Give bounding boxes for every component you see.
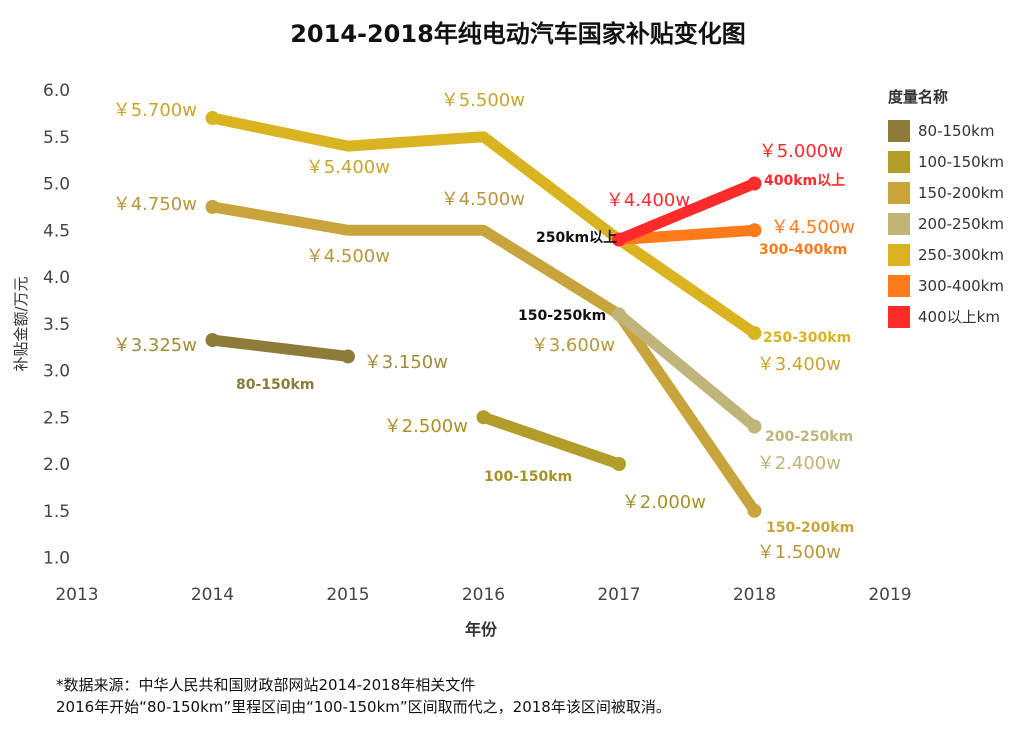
- series-line: [207, 334, 354, 362]
- data-labels: ￥5.700w ￥5.400w ￥5.500w ￥4.400w ￥5.000w ￥4.50…: [113, 90, 855, 563]
- value-label: ￥2.500w: [384, 416, 468, 437]
- legend-item: 400以上km: [888, 301, 1004, 332]
- data-point: [747, 176, 762, 191]
- series-line: [613, 178, 760, 246]
- value-label: ￥4.500w: [306, 246, 390, 267]
- data-point: [612, 457, 626, 471]
- value-label: ￥4.400w: [606, 190, 690, 211]
- value-label: ￥3.400w: [757, 354, 841, 375]
- legend-swatch: [888, 274, 910, 297]
- x-tick-label: 2014: [191, 585, 234, 605]
- legend-item: 150-200km: [888, 177, 1004, 208]
- series-annotation: 300-400km: [759, 242, 847, 258]
- legend-label: 400以上km: [918, 308, 1000, 326]
- legend-swatch: [888, 212, 910, 235]
- legend-swatch: [888, 119, 910, 142]
- value-label: ￥4.500w: [441, 189, 525, 210]
- y-tick-label: 5.0: [43, 175, 70, 195]
- series-annotation: 100-150km: [484, 469, 572, 485]
- y-tick-label: 4.5: [43, 221, 70, 241]
- series-line: [613, 224, 760, 246]
- series-line: [478, 411, 625, 470]
- data-point: [747, 326, 762, 341]
- legend-label: 100-150km: [918, 152, 1004, 171]
- legend-title: 度量名称: [888, 88, 949, 106]
- value-label: ￥2.400w: [757, 453, 841, 474]
- data-point: [747, 503, 762, 518]
- source-line-1: *数据来源：中华人民共和国财政部网站2014-2018年相关文件: [56, 676, 476, 694]
- legend-label: 200-250km: [918, 214, 1004, 233]
- series-line: [207, 201, 760, 517]
- data-point: [205, 333, 220, 348]
- y-tick-label: 6.0: [43, 81, 70, 101]
- legend-item: 200-250km: [888, 208, 1004, 239]
- y-tick-label: 5.5: [43, 128, 70, 148]
- data-point: [205, 111, 220, 126]
- x-tick-label: 2015: [326, 585, 369, 605]
- value-label: ￥5.500w: [441, 90, 525, 111]
- legend-item: 300-400km: [888, 270, 1004, 301]
- data-point: [341, 349, 355, 364]
- y-tick-label: 3.5: [43, 315, 70, 335]
- value-label: ￥5.000w: [759, 141, 843, 162]
- axes: 1.0 1.5 2.0 2.5 3.0 3.5 4.0 4.5 5.0 5.5 6.0 2013 201…: [12, 81, 912, 639]
- data-point: [747, 419, 762, 434]
- value-label: ￥5.400w: [306, 157, 390, 178]
- y-tick-label: 1.5: [43, 502, 70, 522]
- data-point: [205, 199, 220, 214]
- series-annotation: 400km以上: [764, 173, 845, 189]
- series-line: [207, 112, 760, 339]
- value-label: ￥1.500w: [757, 542, 841, 563]
- x-tick-label: 2018: [733, 585, 776, 605]
- series-annotation: 150-200km: [766, 520, 854, 536]
- y-tick-label: 2.5: [43, 408, 70, 428]
- value-label: ￥3.325w: [113, 335, 197, 356]
- value-label: ￥5.700w: [113, 100, 197, 121]
- legend-swatch: [888, 181, 910, 204]
- y-tick-label: 2.0: [43, 455, 70, 475]
- y-tick-label: 4.0: [43, 268, 70, 288]
- value-label: ￥3.150w: [364, 352, 448, 373]
- series-annotation: 250km以上: [536, 230, 617, 246]
- legend-swatch: [888, 305, 910, 328]
- series-annotation: 200-250km: [765, 429, 853, 445]
- value-label: ￥2.000w: [622, 492, 706, 513]
- series-annotation: 150-250km: [518, 308, 606, 324]
- legend-item: 100-150km: [888, 146, 1004, 177]
- x-tick-label: 2013: [55, 585, 98, 605]
- legend-label: 300-400km: [918, 276, 1004, 295]
- source-line-2: 2016年开始“80-150km”里程区间由“100-150km”区间取而代之，…: [56, 698, 671, 716]
- y-axis-label: 补贴金额/万元: [12, 276, 30, 371]
- value-label: ￥4.500w: [771, 217, 855, 238]
- legend-item: 250-300km: [888, 239, 1004, 270]
- series-annotation: 80-150km: [236, 377, 314, 393]
- series-line: [613, 308, 760, 433]
- legend-item: 80-150km: [888, 115, 1004, 146]
- legend-swatch: [888, 150, 910, 173]
- y-tick-label: 3.0: [43, 362, 70, 382]
- legend-label: 250-300km: [918, 245, 1004, 264]
- data-point: [476, 410, 491, 425]
- x-tick-label: 2016: [462, 585, 505, 605]
- legend-label: 80-150km: [918, 121, 995, 140]
- x-tick-label: 2017: [597, 585, 640, 605]
- legend-label: 150-200km: [918, 183, 1004, 202]
- value-label: ￥3.600w: [531, 335, 615, 356]
- legend: 度量名称 80-150km 100-150km 150-200km 200-250km…: [888, 86, 1004, 332]
- series-lines: [205, 111, 762, 518]
- chart-title: 2014-2018年纯电动汽车国家补贴变化图: [290, 20, 746, 48]
- data-point: [612, 307, 626, 322]
- source-note: *数据来源：中华人民共和国财政部网站2014-2018年相关文件 2016年开始…: [56, 674, 671, 718]
- x-tick-label: 2019: [868, 585, 911, 605]
- data-point: [747, 223, 762, 238]
- series-annotation: 250-300km: [763, 330, 851, 346]
- value-label: ￥4.750w: [113, 194, 197, 215]
- y-tick-label: 1.0: [43, 549, 70, 569]
- x-axis-label: 年份: [465, 620, 498, 639]
- legend-swatch: [888, 243, 910, 266]
- data-point: [612, 232, 626, 247]
